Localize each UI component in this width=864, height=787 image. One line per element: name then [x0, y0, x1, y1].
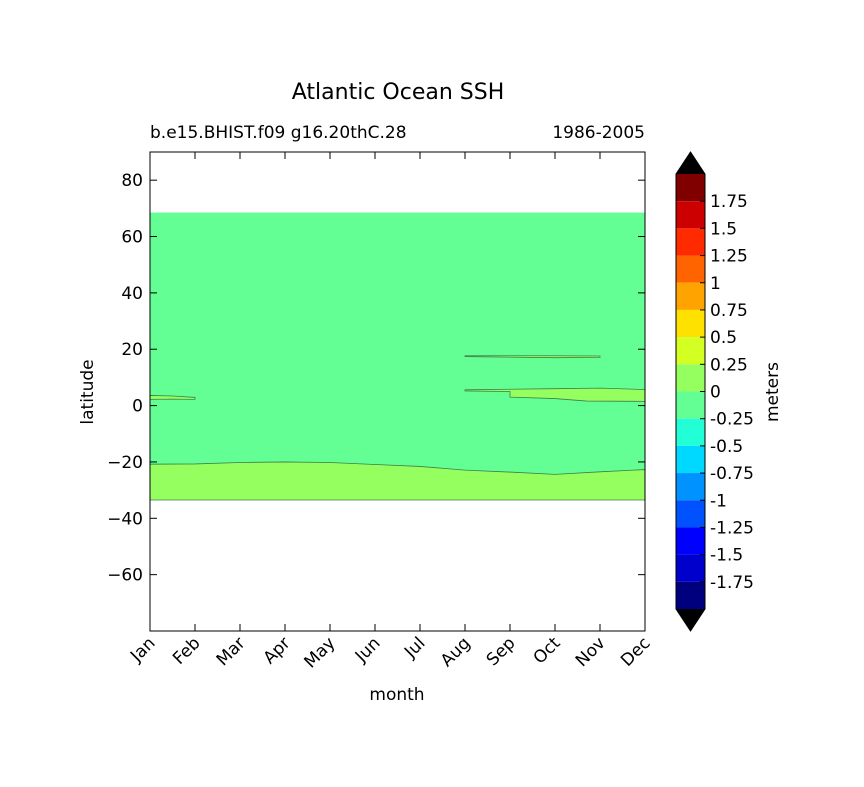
- colorbar-segment: [676, 500, 705, 528]
- y-axis-label: latitude: [78, 359, 98, 424]
- x-tick-label: Aug: [437, 633, 475, 671]
- colorbar-segment: [676, 364, 705, 392]
- colorbar-tick-label: 0: [710, 383, 721, 403]
- colorbar-segment: [676, 282, 705, 310]
- colorbar-segment: [676, 527, 705, 555]
- colorbar-tick-label: 1.25: [710, 247, 748, 267]
- colorbar-tick-label: 0.75: [710, 301, 748, 321]
- region-3: [150, 395, 196, 400]
- colorbar-tick-label: -0.5: [710, 437, 743, 457]
- colorbar-outline: [675, 151, 706, 632]
- plot-area: [150, 212, 645, 501]
- colorbar-segment: [676, 337, 705, 365]
- region-4: [464, 355, 601, 359]
- y-tick-label: 0: [132, 397, 143, 417]
- x-tick-label: Jan: [126, 633, 159, 666]
- x-tick-label: Jun: [351, 633, 385, 667]
- colorbar-tick-label: -1.5: [710, 546, 743, 566]
- y-tick-label: −40: [107, 509, 143, 529]
- y-tick-label: 60: [121, 228, 143, 248]
- colorbar-segment: [676, 418, 705, 446]
- colorbar-extend-under: [676, 609, 705, 631]
- x-tick-label: Oct: [530, 633, 565, 668]
- colorbar-tick-label: -0.75: [710, 464, 754, 484]
- x-tick-label: Mar: [213, 633, 250, 670]
- colorbar-segment: [676, 201, 705, 229]
- colorbar-segment: [676, 391, 705, 419]
- x-tick-label: Sep: [483, 633, 520, 670]
- chart-subtitle-left: b.e15.BHIST.f09 g16.20thC.28: [150, 123, 407, 143]
- colorbar-tick-label: 0.25: [710, 355, 748, 375]
- colorbar-extend-over: [676, 152, 705, 174]
- colorbar-segment: [676, 174, 705, 202]
- plot-frame: [149, 151, 646, 632]
- y-tick-label: −20: [107, 453, 143, 473]
- colorbar: 1.75 1.5 1.25 1 0.75 0.5 0.25 0 -0.25 -0.5 -0.75 -1…: [675, 151, 754, 632]
- x-tick-label: Apr: [260, 633, 295, 668]
- x-tick-label: Jul: [400, 633, 429, 662]
- x-tick-label: Nov: [572, 633, 610, 671]
- y-tick-label: −60: [107, 566, 143, 586]
- colorbar-segment: [676, 554, 705, 582]
- chart-title: Atlantic Ocean SSH: [292, 80, 505, 105]
- region-2: [464, 387, 645, 402]
- colorbar-tick-label: 0.5: [710, 328, 737, 348]
- colorbar-tick-label: -1.25: [710, 518, 754, 538]
- y-tick-label: 40: [121, 284, 143, 304]
- x-tick-label: Dec: [617, 633, 654, 670]
- colorbar-tick-label: 1.75: [710, 192, 748, 212]
- x-axis-label: month: [369, 685, 424, 705]
- colorbar-segment: [676, 309, 705, 338]
- colorbar-tick-label: 1: [710, 274, 721, 294]
- colorbar-segment: [676, 473, 705, 501]
- y-axis: 80 60 40 20 0 −20 −40 −60: [107, 171, 645, 586]
- colorbar-tick-label: -1.75: [710, 573, 754, 593]
- y-tick-label: 20: [121, 340, 143, 360]
- colorbar-segment: [676, 581, 705, 609]
- x-tick-label: May: [301, 633, 340, 672]
- chart-subtitle-right: 1986-2005: [552, 123, 645, 143]
- colorbar-segment: [676, 228, 705, 256]
- colorbar-tick-label: 1.5: [710, 219, 737, 239]
- x-tick-label: Feb: [169, 633, 204, 668]
- y-tick-label: 80: [121, 171, 143, 191]
- colorbar-segment: [676, 445, 705, 474]
- colorbar-label: meters: [763, 362, 783, 422]
- region-1: [150, 461, 645, 501]
- colorbar-tick-label: -1: [710, 491, 727, 511]
- colorbar-tick-label: -0.25: [710, 410, 754, 430]
- colorbar-segment: [676, 255, 705, 283]
